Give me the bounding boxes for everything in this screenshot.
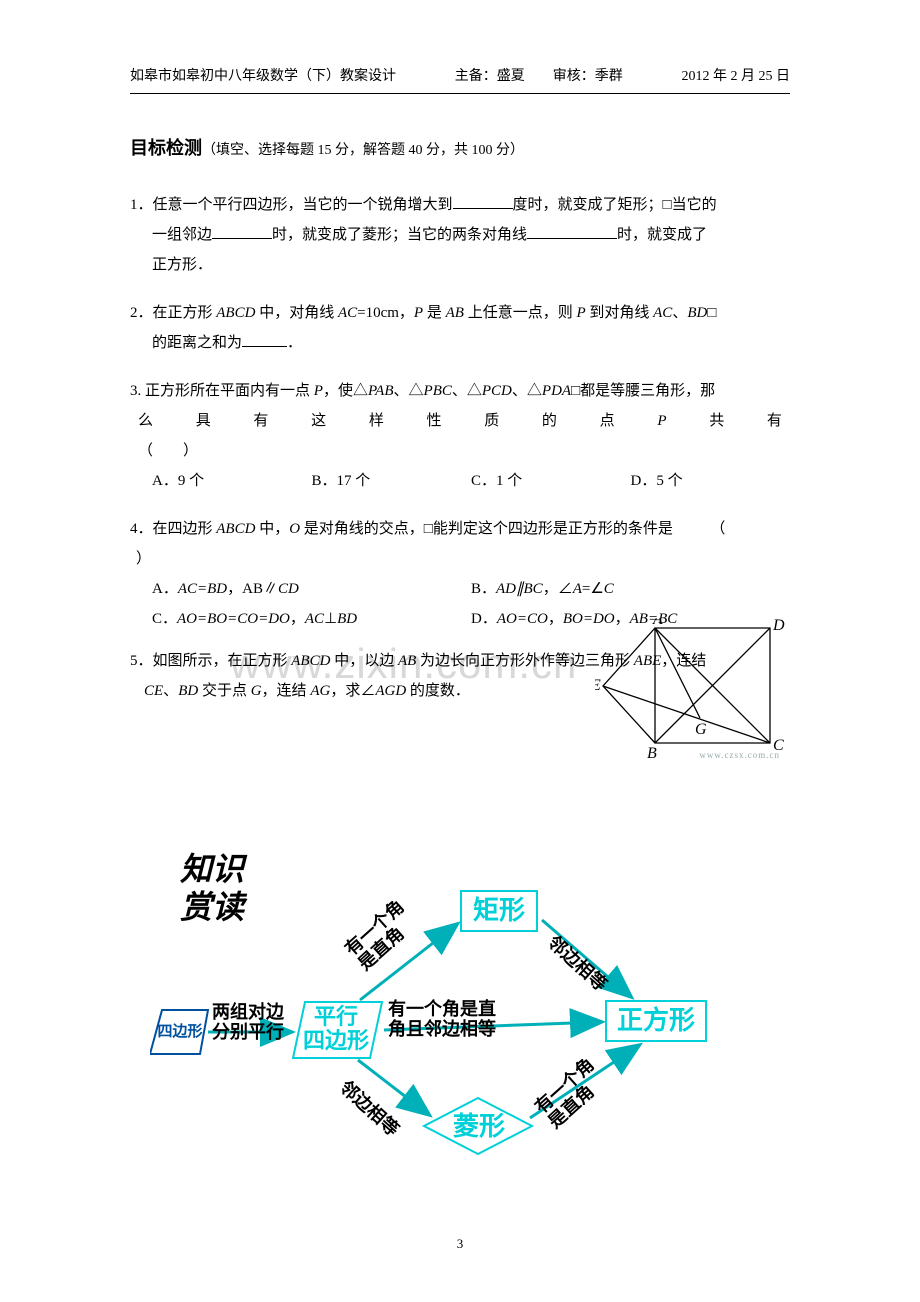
node-rhombus: 菱形 bbox=[440, 1108, 518, 1146]
node-rectangle: 矩形 bbox=[460, 890, 538, 932]
blank bbox=[212, 223, 272, 239]
question-4: 4．在四边形 ABCD 中，O 是对角线的交点，□能判定这个四边形是正方形的条件… bbox=[130, 514, 790, 634]
node-parallelogram: 平行 四边形 bbox=[295, 1000, 377, 1058]
svg-text:A: A bbox=[652, 618, 663, 628]
question-3: 3. 正方形所在平面内有一点 P，使△PAB、△PBC、△PCD、△PDA□都是… bbox=[130, 376, 790, 496]
section-title: 目标检测（填空、选择每题 15 分，解答题 40 分，共 100 分） bbox=[130, 134, 790, 160]
header-mid: 主备：盛夏 审核：季群 bbox=[455, 65, 623, 85]
svg-text:C: C bbox=[773, 737, 784, 754]
edge-quad-para: 两组对边 分别平行 bbox=[212, 1003, 284, 1043]
blank bbox=[453, 193, 513, 209]
svg-text:E: E bbox=[595, 677, 601, 694]
q3-options: A．9 个 B．17 个 C．1 个 D．5 个 bbox=[152, 466, 790, 496]
header-right: 2012 年 2 月 25 日 bbox=[682, 65, 791, 85]
blank bbox=[527, 223, 617, 239]
header-left: 如皋市如皋初中八年级数学（下）教案设计 bbox=[130, 65, 396, 85]
page-number: 3 bbox=[457, 1236, 464, 1252]
knowledge-diagram: 知识 赏读 四边形 平行 四边形 矩形 菱形 正方形 两组对边 分别平行 有一个… bbox=[150, 850, 770, 1160]
node-square: 正方形 bbox=[605, 1000, 707, 1042]
node-quadrilateral: 四边形 bbox=[150, 1010, 210, 1054]
edge-para-square: 有一个角是直 角且邻边相等 bbox=[388, 1000, 496, 1040]
svg-text:B: B bbox=[647, 745, 657, 762]
q5-figure: A D C B E G bbox=[595, 618, 785, 768]
blank bbox=[242, 331, 287, 347]
svg-text:G: G bbox=[695, 721, 707, 738]
question-2: 2．在正方形 ABCD 中，对角线 AC=10cm，P 是 AB 上任意一点，则… bbox=[130, 298, 790, 358]
question-1: 1．任意一个平行四边形，当它的一个锐角增大到度时，就变成了矩形；□当它的 一组邻… bbox=[130, 190, 790, 280]
svg-text:D: D bbox=[772, 618, 785, 634]
